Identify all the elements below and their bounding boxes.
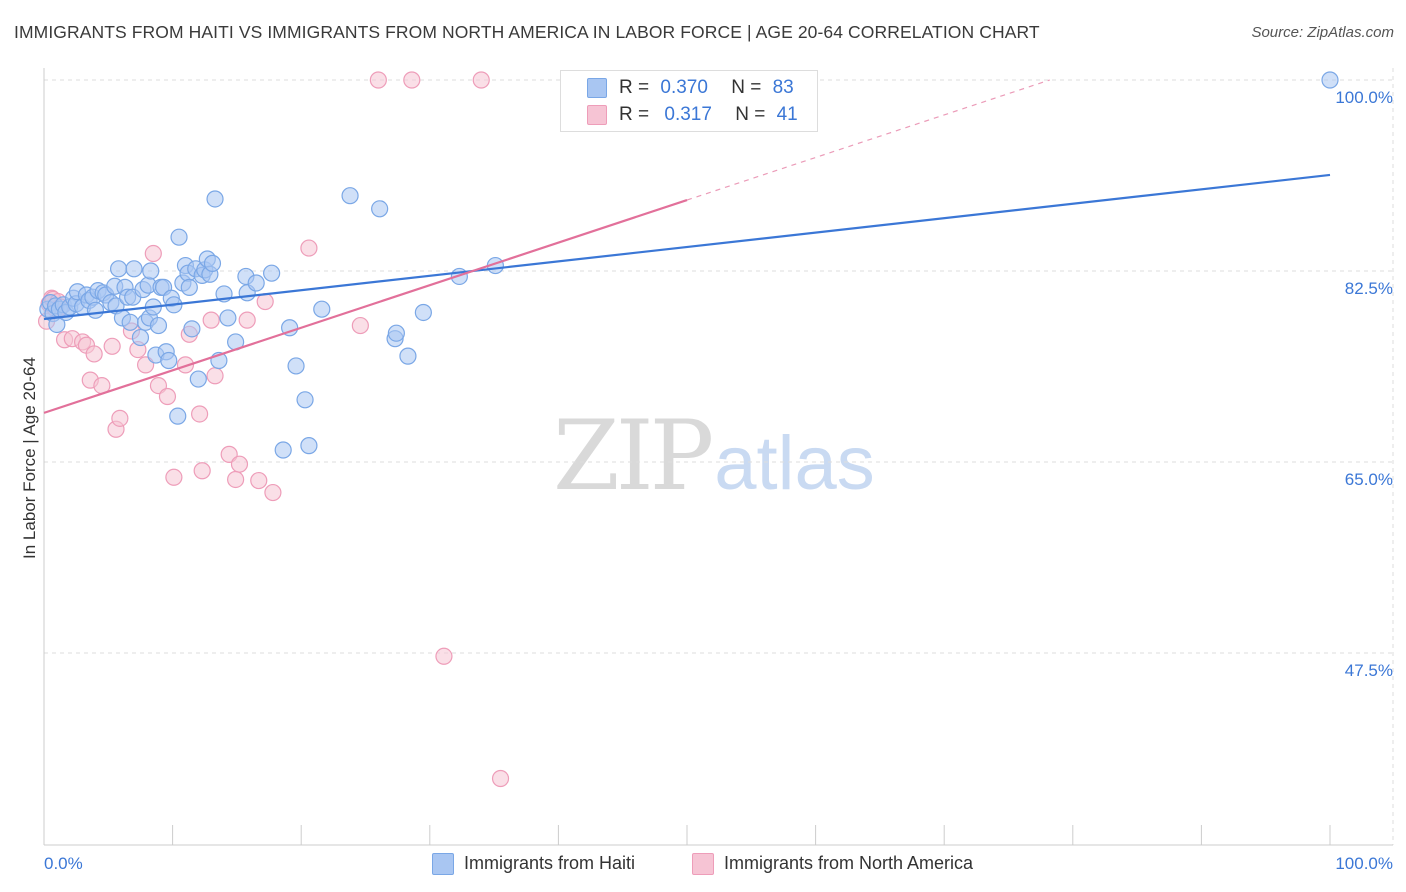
point-north-america bbox=[165, 468, 183, 486]
point-haiti bbox=[169, 407, 187, 425]
y-tick-label: 47.5% bbox=[1345, 661, 1393, 680]
point-north-america bbox=[264, 483, 282, 502]
tick-labels: 47.5% 65.0% 82.5% 100.0% 0.0% 100.0% bbox=[44, 88, 1393, 873]
point-haiti bbox=[180, 278, 198, 296]
point-haiti bbox=[86, 301, 105, 319]
point-north-america bbox=[111, 409, 129, 427]
point-haiti bbox=[263, 264, 281, 282]
point-haiti bbox=[1321, 71, 1339, 89]
point-haiti bbox=[274, 441, 292, 459]
n-value: 83 bbox=[772, 77, 794, 98]
point-north-america bbox=[300, 239, 318, 257]
point-north-america bbox=[191, 405, 209, 423]
points-haiti bbox=[39, 71, 1339, 459]
point-north-america bbox=[193, 462, 211, 480]
point-haiti bbox=[170, 228, 188, 246]
point-north-america bbox=[403, 71, 421, 89]
north-america-swatch bbox=[692, 853, 714, 875]
point-haiti bbox=[149, 316, 168, 335]
r-label: R = bbox=[619, 104, 650, 125]
watermark: ZIPatlas bbox=[553, 400, 875, 512]
r-value: 0.370 bbox=[660, 77, 708, 98]
n-value: 41 bbox=[776, 104, 798, 125]
legend-label-north-america: Immigrants from North America bbox=[724, 853, 974, 873]
n-label: N = bbox=[731, 77, 762, 98]
point-haiti bbox=[203, 254, 222, 272]
legend-label-haiti: Immigrants from Haiti bbox=[464, 853, 636, 873]
point-north-america bbox=[176, 356, 195, 374]
point-haiti bbox=[300, 437, 318, 455]
point-haiti bbox=[183, 320, 201, 338]
y-tick-label: 65.0% bbox=[1345, 470, 1393, 489]
point-haiti bbox=[189, 370, 207, 388]
point-haiti bbox=[121, 313, 139, 331]
r-label: R = bbox=[619, 77, 650, 98]
point-north-america bbox=[144, 244, 162, 263]
watermark-zip: ZIP bbox=[553, 400, 714, 512]
n-label: N = bbox=[735, 104, 766, 125]
point-north-america bbox=[103, 337, 121, 355]
point-north-america bbox=[250, 471, 268, 490]
haiti-swatch bbox=[432, 853, 454, 875]
watermark-atlas: atlas bbox=[714, 421, 875, 506]
point-haiti bbox=[296, 391, 314, 409]
y-tick-label: 82.5% bbox=[1345, 279, 1393, 298]
point-haiti bbox=[341, 187, 359, 205]
x-tick-label: 100.0% bbox=[1335, 854, 1393, 873]
point-north-america bbox=[206, 367, 224, 385]
grid-lines bbox=[44, 68, 1394, 845]
point-north-america bbox=[202, 311, 220, 329]
point-haiti bbox=[160, 351, 178, 370]
point-haiti bbox=[371, 200, 389, 218]
point-haiti bbox=[387, 324, 405, 342]
north-america-swatch bbox=[587, 105, 607, 125]
chart-title: IMMIGRANTS FROM HAITI VS IMMIGRANTS FROM… bbox=[14, 22, 1040, 42]
point-haiti bbox=[142, 262, 160, 280]
point-haiti bbox=[414, 303, 432, 322]
point-north-america bbox=[369, 71, 387, 89]
point-haiti bbox=[313, 300, 331, 318]
point-haiti bbox=[206, 190, 224, 208]
trend-line-haiti bbox=[43, 173, 1331, 321]
point-north-america bbox=[230, 455, 249, 473]
point-north-america bbox=[351, 316, 369, 335]
y-tick-label: 100.0% bbox=[1335, 88, 1393, 107]
point-haiti bbox=[125, 260, 143, 278]
point-haiti bbox=[131, 328, 150, 347]
trend-lines bbox=[43, 79, 1331, 414]
points-north-america bbox=[37, 71, 510, 788]
point-north-america bbox=[85, 345, 103, 363]
point-north-america bbox=[491, 769, 510, 788]
point-haiti bbox=[109, 260, 128, 278]
point-north-america bbox=[435, 647, 453, 665]
point-haiti bbox=[219, 309, 237, 327]
point-haiti bbox=[287, 357, 305, 375]
point-haiti bbox=[247, 274, 265, 292]
source-label: Source: ZipAtlas.com bbox=[1251, 24, 1394, 41]
series-legend: Immigrants from Haiti Immigrants from No… bbox=[0, 851, 1406, 877]
point-north-america bbox=[227, 470, 245, 489]
x-tick-label: 0.0% bbox=[44, 854, 83, 873]
point-north-america bbox=[158, 387, 177, 406]
trend-line-north-america bbox=[43, 199, 688, 414]
point-haiti bbox=[399, 347, 417, 365]
trend-extension-north-america bbox=[686, 79, 1050, 201]
point-north-america bbox=[472, 71, 490, 89]
r-value: 0.317 bbox=[664, 104, 712, 125]
axes bbox=[43, 68, 1393, 846]
correlation-legend: R = 0.370 N = 83 R = 0.317 N = 41 bbox=[560, 70, 818, 132]
point-north-america bbox=[238, 311, 256, 329]
haiti-swatch bbox=[587, 78, 607, 98]
